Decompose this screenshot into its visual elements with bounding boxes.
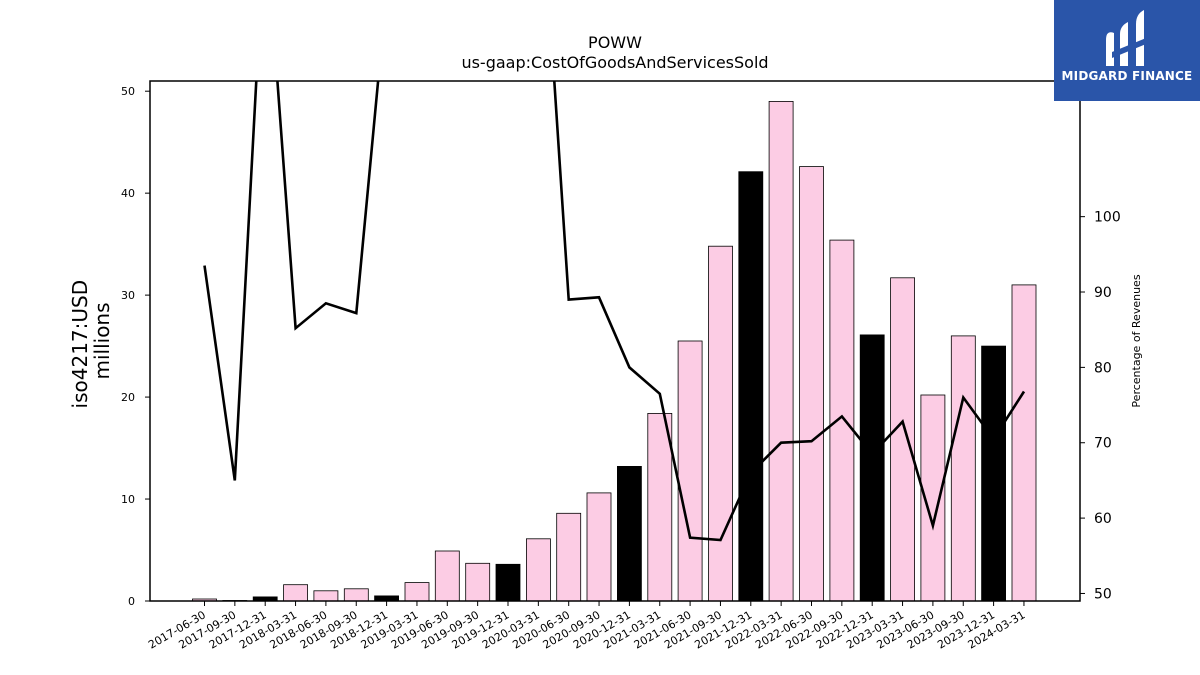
logo-mark-icon <box>1106 10 1146 66</box>
right-axis-ticks: 50 60 70 80 90 100 <box>1080 210 1121 602</box>
y-tick-label-50: 50 <box>121 85 135 98</box>
bar-2021-12-31 <box>738 171 764 602</box>
bar-2021-06-30 <box>677 340 703 602</box>
y-right-tick-label-90: 90 <box>1094 285 1112 301</box>
y-tick-label-20: 20 <box>121 391 135 404</box>
bar-2019-12-31 <box>495 563 521 602</box>
bar-2023-09-30 <box>950 335 976 602</box>
bar-2021-03-31 <box>647 412 673 602</box>
line-series <box>203 81 1026 542</box>
y-tick-label-0: 0 <box>128 595 135 608</box>
y-right-tick-label-80: 80 <box>1094 360 1112 376</box>
left-axis-ticks: 0 10 20 30 40 50 <box>121 85 150 608</box>
chart-title: POWW <box>588 33 642 52</box>
bar-2019-09-30 <box>465 562 491 602</box>
bar-2020-06-30 <box>556 512 582 602</box>
y-right-tick-label-100: 100 <box>1094 210 1121 226</box>
bar-2018-12-31 <box>374 595 400 602</box>
y-tick-label-40: 40 <box>121 187 135 200</box>
midgard-finance-logo: MIDGARD FINANCE <box>1054 0 1200 101</box>
y-right-tick-label-50: 50 <box>1094 586 1112 602</box>
percentage-line <box>203 81 1026 542</box>
bar-2022-06-30 <box>799 166 824 602</box>
bar-2020-09-30 <box>586 492 612 602</box>
bar-2022-12-31 <box>859 334 885 602</box>
logo-text: MIDGARD FINANCE <box>1061 69 1193 83</box>
bar-series <box>192 101 1037 602</box>
bar-2024-03-31 <box>1011 284 1037 602</box>
bar-2018-09-30 <box>343 588 369 602</box>
bar-2023-03-31 <box>890 277 915 602</box>
bar-2018-06-30 <box>313 590 339 602</box>
bar-2023-12-31 <box>981 345 1006 602</box>
bar-2022-09-30 <box>829 239 855 602</box>
chart-subtitle: us-gaap:CostOfGoodsAndServicesSold <box>461 53 768 72</box>
bar-2020-12-31 <box>617 465 642 602</box>
plot-frame <box>149 80 1081 602</box>
y-tick-label-30: 30 <box>121 289 135 302</box>
y-right-tick-label-60: 60 <box>1094 511 1112 527</box>
bar-2022-03-31 <box>768 101 794 602</box>
y-tick-label-10: 10 <box>121 493 135 506</box>
bar-2019-03-31 <box>404 582 430 602</box>
y-axis-label: iso4217:USD millions <box>68 274 114 409</box>
bar-2019-06-30 <box>434 550 460 602</box>
x-axis-ticks: 2017-06-302017-09-302017-12-312018-03-31… <box>146 601 1027 652</box>
y-axis-label-right: Percentage of Revenues <box>1130 274 1143 407</box>
bar-2018-03-31 <box>283 584 309 602</box>
bar-2020-03-31 <box>526 538 551 602</box>
bar-2021-09-30 <box>708 245 733 602</box>
y-right-tick-label-70: 70 <box>1094 436 1112 452</box>
